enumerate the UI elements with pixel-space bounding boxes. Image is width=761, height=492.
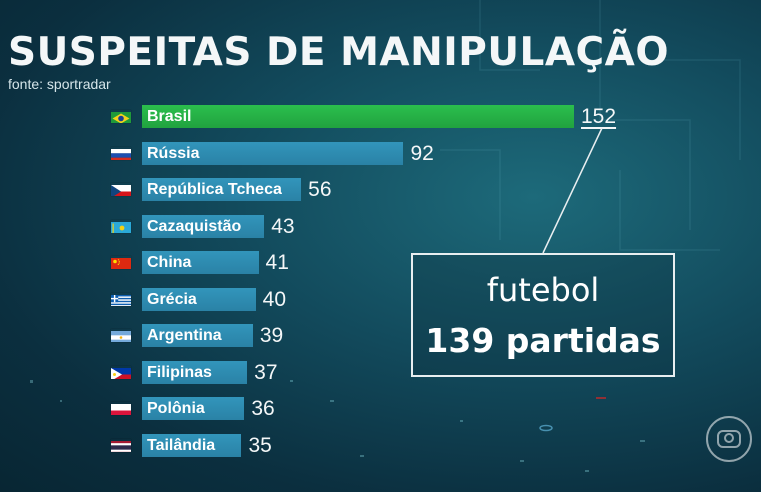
bar-label-argentina: Argentina bbox=[147, 327, 222, 344]
bar-china bbox=[142, 251, 259, 274]
bar-label-brasil: Brasil bbox=[147, 108, 192, 125]
bar-cazaquistao bbox=[142, 214, 265, 238]
kazakhstan-flag-icon bbox=[111, 220, 131, 233]
callout-box: futebol 139 partidas bbox=[411, 253, 675, 377]
logo-screen-shape bbox=[717, 430, 741, 448]
bar-label-russia: Rússia bbox=[147, 144, 200, 162]
bar-argentina bbox=[142, 324, 253, 347]
value-label-cazaquistao: 43 bbox=[271, 214, 295, 238]
bar-label-grecia: Grécia bbox=[147, 290, 197, 308]
value-label-filipinas: 37 bbox=[254, 360, 278, 384]
bar-filipinas bbox=[142, 360, 248, 384]
bar-label-filipinas: Filipinas bbox=[147, 363, 212, 381]
czech-flag-icon bbox=[111, 183, 131, 196]
page-title: SUSPEITAS DE MANIPULAÇÃO bbox=[8, 30, 669, 75]
logo-dot-shape bbox=[724, 433, 734, 443]
bar-polonia bbox=[142, 397, 245, 420]
value-label-tailandia: 35 bbox=[248, 433, 272, 457]
value-label-brasil: 152 bbox=[581, 105, 617, 128]
bar-russia bbox=[142, 141, 404, 165]
china-flag-icon bbox=[111, 256, 131, 269]
globo-logo-icon bbox=[706, 416, 752, 462]
philippines-flag-icon bbox=[111, 366, 131, 379]
bar-label-republica-tcheca: República Tcheca bbox=[147, 181, 282, 198]
russia-flag-icon bbox=[111, 147, 131, 160]
bar-brasil bbox=[142, 105, 574, 128]
argentina-flag-icon bbox=[111, 329, 131, 342]
callout-count-label: 139 partidas bbox=[425, 321, 661, 360]
value-label-argentina: 39 bbox=[259, 324, 284, 347]
source-label: fonte: sportradar bbox=[8, 76, 111, 92]
brazil-flag-icon bbox=[111, 110, 131, 123]
bar-label-china: China bbox=[147, 254, 192, 271]
greece-flag-icon bbox=[111, 293, 131, 306]
bar-tailandia bbox=[142, 433, 242, 457]
poland-flag-icon bbox=[111, 402, 131, 415]
value-label-china: 41 bbox=[265, 251, 289, 274]
value-label-russia: 92 bbox=[410, 141, 434, 165]
value-label-polonia: 36 bbox=[251, 397, 275, 420]
thailand-flag-icon bbox=[111, 439, 131, 452]
value-label-republica-tcheca: 56 bbox=[308, 178, 332, 201]
value-label-grecia: 40 bbox=[262, 287, 287, 311]
callout-sport-label: futebol bbox=[486, 271, 600, 309]
bar-label-polonia: Polônia bbox=[147, 400, 205, 417]
bar-republica-tcheca bbox=[142, 178, 302, 201]
bar-grecia bbox=[142, 287, 256, 311]
bar-label-cazaquistao: Cazaquistão bbox=[147, 217, 242, 235]
bar-label-tailandia: Tailândia bbox=[147, 436, 216, 454]
